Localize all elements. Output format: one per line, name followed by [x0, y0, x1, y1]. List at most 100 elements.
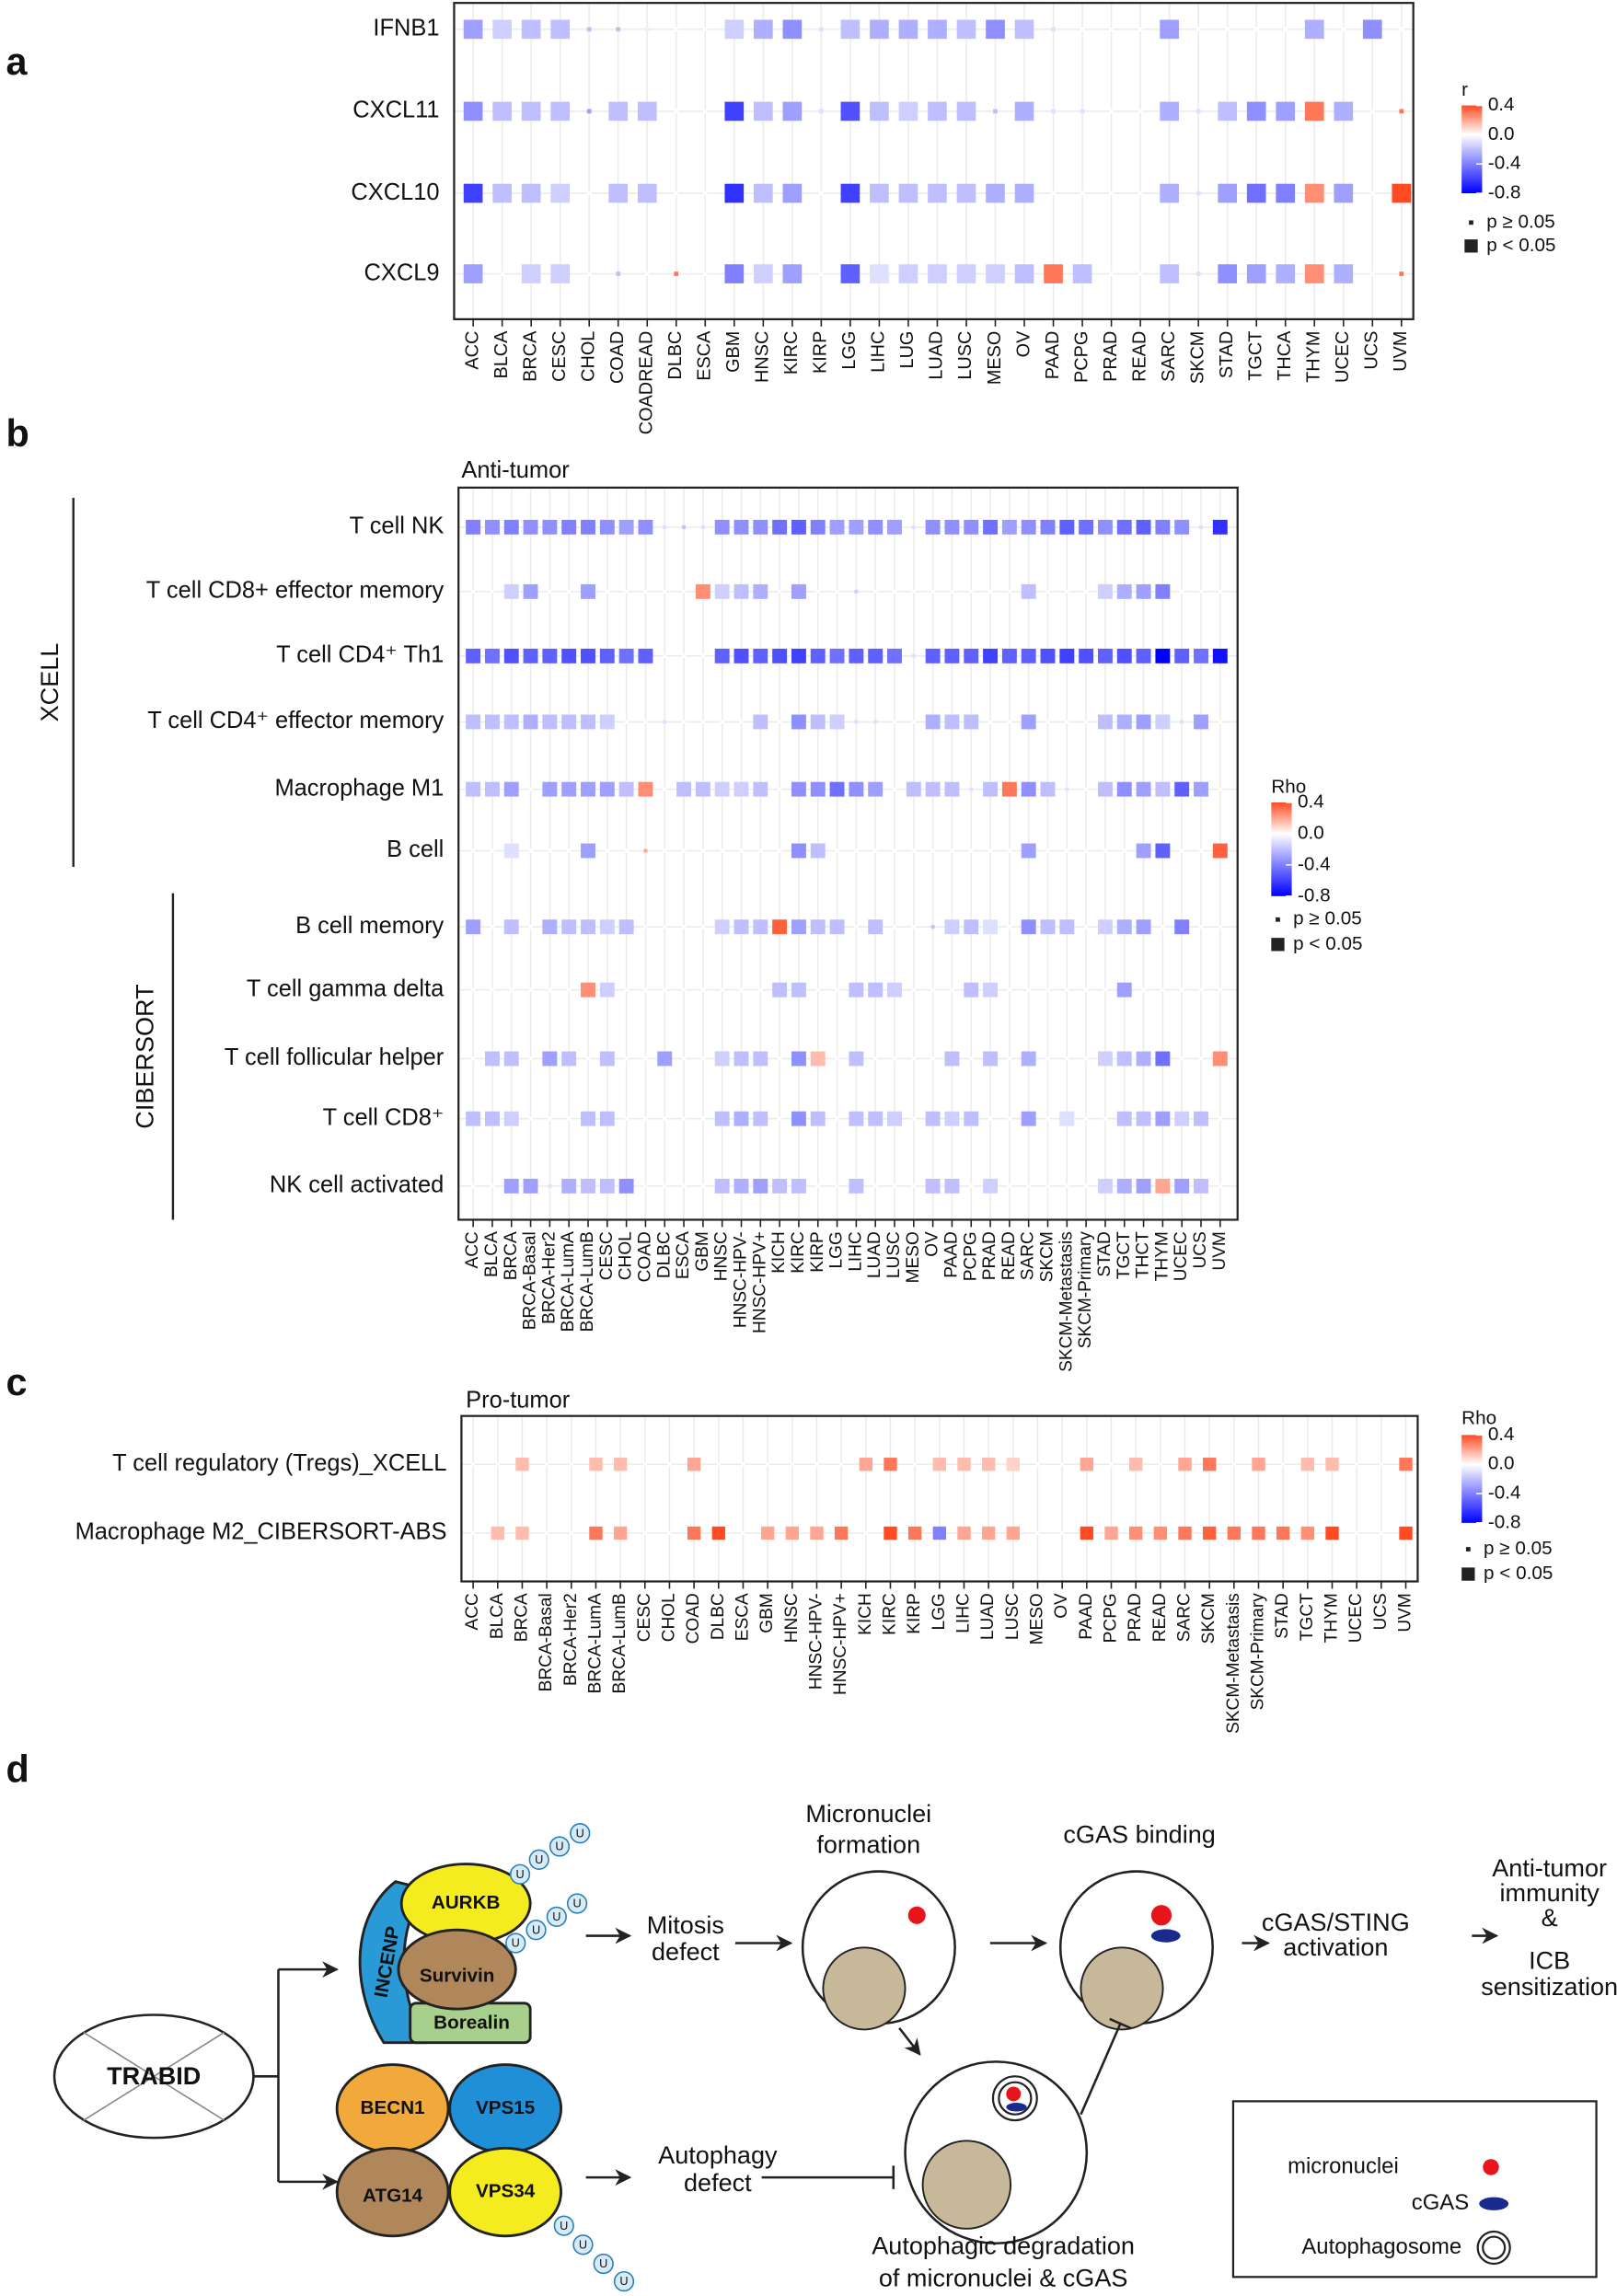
cell	[870, 101, 889, 121]
cell	[1341, 27, 1346, 32]
cell	[1097, 583, 1113, 599]
cell	[663, 653, 667, 658]
cell	[1138, 109, 1143, 114]
diagram-text: defect	[684, 2169, 752, 2197]
cell	[586, 190, 592, 196]
x-tick-label: CESC	[549, 331, 570, 382]
cell	[643, 848, 648, 853]
x-tick-label: KIRP	[905, 1593, 924, 1634]
cell	[863, 1530, 868, 1535]
cell	[542, 1051, 558, 1067]
cell	[714, 1111, 730, 1126]
cell	[523, 1178, 538, 1194]
cell	[758, 848, 763, 853]
cell	[849, 982, 864, 998]
cell	[624, 589, 629, 594]
cell	[528, 1116, 533, 1121]
x-tick-label: UVM	[1391, 331, 1411, 372]
cell	[1155, 648, 1171, 663]
cell	[840, 101, 860, 121]
x-tick-label: COADREAD	[636, 331, 656, 435]
cell	[1021, 1051, 1036, 1067]
cell	[724, 264, 745, 283]
legend-label: p ≥ 0.05	[1486, 211, 1555, 232]
x-tick-label: BRCA-Basal	[537, 1593, 556, 1691]
cell	[868, 982, 884, 998]
cell	[733, 919, 749, 935]
cell	[928, 101, 947, 121]
cell	[1065, 1183, 1069, 1188]
cell	[1218, 1183, 1222, 1188]
cell	[733, 583, 749, 599]
row-label: T cell NK	[350, 513, 445, 539]
cell	[711, 1526, 725, 1540]
cell	[1355, 1530, 1359, 1535]
colorbar	[1271, 802, 1292, 896]
colorbar-tick-label: -0.8	[1488, 182, 1521, 203]
cell	[957, 1526, 971, 1540]
colorbar-tick-label: -0.4	[1488, 153, 1521, 174]
cell	[956, 183, 976, 203]
diagram-text: U	[512, 1936, 520, 1950]
x-tick-label: ESCA	[674, 1231, 693, 1279]
cell	[887, 1111, 902, 1126]
cell	[663, 787, 667, 791]
cell	[873, 1183, 878, 1188]
micronucleus	[1150, 1905, 1172, 1926]
chart-title: Pro-tumor	[466, 1387, 571, 1413]
cell	[1084, 987, 1089, 992]
row-label: Macrophage M1	[274, 775, 444, 801]
cell	[471, 987, 476, 992]
cell	[624, 1116, 629, 1121]
cell	[586, 271, 592, 276]
cell	[503, 648, 519, 663]
cell	[911, 525, 916, 529]
x-tick-label: ESCA	[733, 1593, 753, 1641]
cell	[1059, 519, 1075, 535]
x-tick-label: COAD	[607, 331, 628, 384]
cell	[818, 109, 824, 114]
x-tick-label: KICH	[856, 1593, 875, 1635]
cell	[561, 1178, 577, 1194]
cell	[1059, 919, 1075, 935]
cell	[1199, 925, 1203, 929]
colorbar-title: Rho	[1461, 1407, 1496, 1428]
x-tick-label: BRCA-LumA	[559, 1231, 578, 1332]
cell	[1116, 1051, 1132, 1067]
cell	[581, 583, 595, 599]
cell	[567, 589, 572, 594]
cell	[849, 1178, 864, 1194]
x-tick-label: CESC	[597, 1231, 617, 1280]
cell	[495, 1462, 500, 1467]
cell	[1253, 27, 1259, 32]
cell	[1276, 183, 1296, 203]
x-tick-label: THYM	[1322, 1593, 1342, 1643]
colorbar-title: r	[1461, 79, 1468, 100]
cell	[778, 848, 782, 853]
cell	[503, 843, 519, 859]
cell	[1021, 714, 1036, 730]
cell	[772, 982, 788, 998]
cell	[868, 919, 884, 935]
cell	[700, 1116, 705, 1121]
cell	[791, 714, 806, 730]
cell	[599, 1111, 615, 1126]
row-label: T cell follicular helper	[225, 1044, 445, 1070]
cell	[687, 1526, 701, 1540]
cell	[1180, 848, 1184, 853]
cell	[471, 589, 476, 594]
cell	[988, 848, 993, 853]
cell	[1006, 1458, 1020, 1471]
diagram-text: ATG14	[363, 2185, 423, 2206]
cell	[599, 1178, 615, 1194]
x-tick-label: HNSC-HPV+	[750, 1231, 769, 1333]
cell	[993, 109, 998, 114]
diagram-text: U	[555, 1840, 563, 1853]
diagram-text: U	[552, 1909, 560, 1923]
cell	[835, 848, 839, 853]
cell	[618, 519, 634, 535]
cell	[1103, 1116, 1107, 1121]
cell	[1080, 27, 1085, 32]
cell	[1174, 1178, 1190, 1194]
diagram-text: micronuclei	[1288, 2153, 1399, 2178]
